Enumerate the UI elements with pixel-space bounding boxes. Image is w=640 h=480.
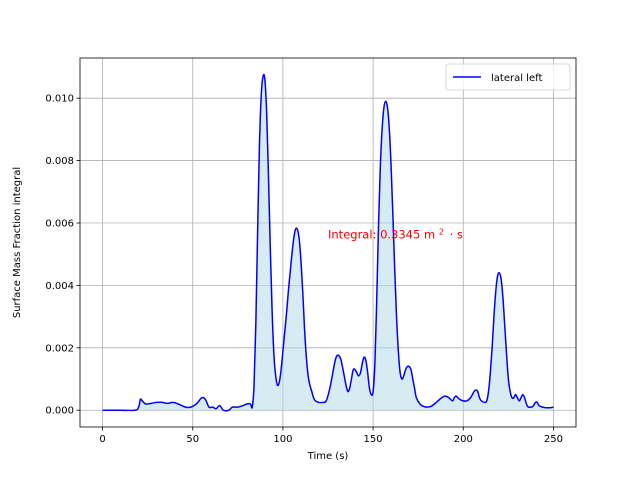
legend-entry-lateral-left: lateral left [491, 73, 542, 84]
x-axis-label: Time (s) [307, 451, 349, 462]
x-tick-label: 100 [273, 434, 292, 445]
integral-annotation: Integral: 0.3345 m 2 · s [328, 227, 463, 242]
y-tick-label: 0.000 [45, 406, 74, 417]
annotation-unit: m [424, 228, 435, 242]
y-axis: 0.000 0.002 0.004 0.006 0.008 0.010 [45, 94, 80, 417]
x-tick-label: 200 [454, 434, 473, 445]
plot-area [102, 73, 554, 412]
legend-box [445, 63, 571, 91]
x-tick-label: 150 [364, 434, 383, 445]
y-tick-label: 0.010 [45, 94, 74, 105]
y-tick-label: 0.006 [45, 218, 74, 229]
grid [80, 58, 576, 427]
x-tick-label: 250 [544, 434, 563, 445]
y-tick-label: 0.004 [45, 281, 74, 292]
x-tick-label: 50 [186, 434, 199, 445]
legend: lateral left [445, 63, 571, 91]
y-axis-label: Surface Mass Fraction integral [12, 167, 23, 318]
y-tick-label: 0.002 [45, 343, 74, 354]
annotation-prefix: Integral: 0.3345 [328, 228, 420, 242]
series-line-lateral-left [102, 73, 554, 412]
x-axis: 0 50 100 150 200 250 [99, 427, 563, 445]
annotation-suffix: · s [450, 228, 463, 242]
annotation-superscript: 2 [439, 227, 444, 236]
x-tick-label: 0 [99, 434, 105, 445]
y-tick-label: 0.008 [45, 156, 74, 167]
axes-frame [79, 57, 577, 428]
